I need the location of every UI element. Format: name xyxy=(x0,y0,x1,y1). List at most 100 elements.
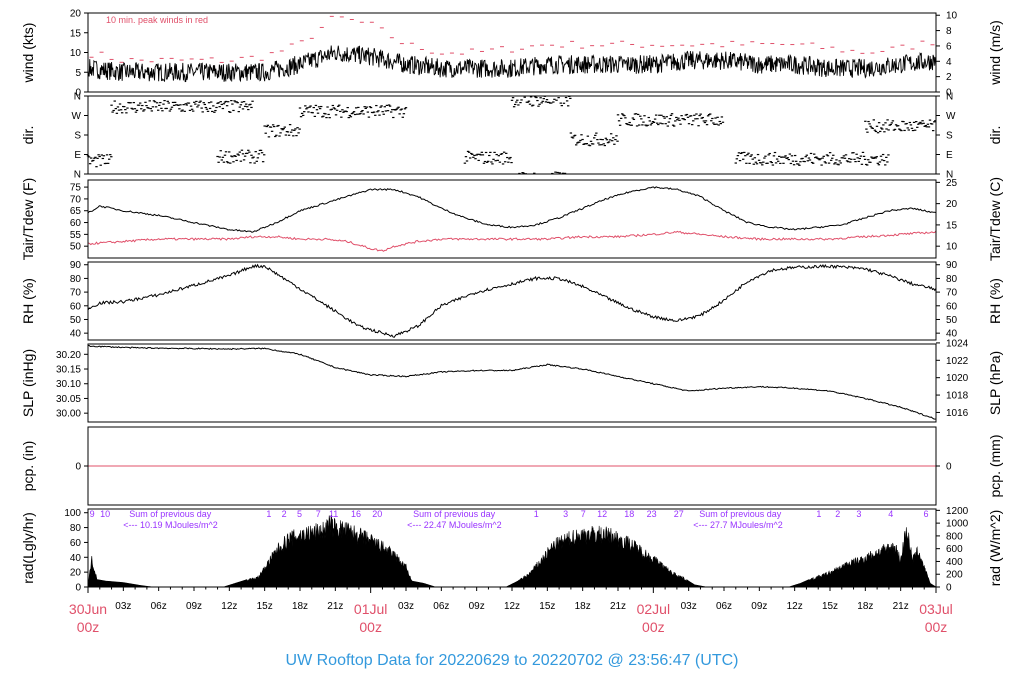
ytick-label-right: 400 xyxy=(946,557,963,568)
ytick-label-left: 55 xyxy=(70,230,82,241)
ytick-label-right: 60 xyxy=(946,301,958,312)
ytick-label-left: 70 xyxy=(70,194,82,205)
ytick-label-right: 8 xyxy=(946,26,952,37)
xtick-label: 15z xyxy=(539,601,555,612)
ytick-label-right: 1018 xyxy=(946,391,969,402)
ytick-label-right: S xyxy=(946,131,953,142)
sum-title: Sum of previous day xyxy=(413,509,496,519)
sum-value: <--- 22.47 MJoules/m^2 xyxy=(407,520,502,530)
ytick-label-left: 30.20 xyxy=(56,350,81,361)
sum-title: Sum of previous day xyxy=(699,509,782,519)
xtick-label: 03z xyxy=(115,601,131,612)
ytick-label-right: 50 xyxy=(946,315,958,326)
xtick-label: 18z xyxy=(857,601,873,612)
ylabel-right-0: wind (m/s) xyxy=(987,20,1003,86)
day-time-label: 00z xyxy=(642,619,665,635)
ytick-label-right: 40 xyxy=(946,329,958,340)
hourly-count-label: 3 xyxy=(856,509,861,519)
ytick-label-right: 0 xyxy=(946,583,952,594)
xtick-label: 15z xyxy=(822,601,838,612)
hourly-count-label: 10 xyxy=(100,509,110,519)
ytick-label-left: 100 xyxy=(64,508,81,519)
ytick-label-left: N xyxy=(74,92,81,103)
ylabel-right-5: pcp. (mm) xyxy=(987,435,1003,498)
xtick-label: 15z xyxy=(257,601,273,612)
hourly-count-label: 5 xyxy=(297,509,302,519)
xtick-label: 09z xyxy=(751,601,767,612)
hourly-count-label: 20 xyxy=(372,509,382,519)
ytick-label-left: 60 xyxy=(70,218,82,229)
ylabel-left-0: wind (kts) xyxy=(20,23,36,84)
xtick-label: 12z xyxy=(504,601,520,612)
wind-direction-points xyxy=(86,95,937,175)
ytick-label-right: 15 xyxy=(946,220,958,231)
xtick-label: 12z xyxy=(787,601,803,612)
ytick-label-left: E xyxy=(74,150,81,161)
ytick-label-left: 60 xyxy=(70,301,82,312)
day-date-label: 02Jul xyxy=(637,601,670,617)
day-time-label: 00z xyxy=(925,619,948,635)
ytick-label-left: 10 xyxy=(70,48,82,59)
ytick-label-left: N xyxy=(74,170,81,181)
ylabel-right-3: RH (%) xyxy=(987,278,1003,324)
ytick-label-right: E xyxy=(946,150,953,161)
footer-title: UW Rooftop Data for 20220629 to 20220702… xyxy=(286,652,739,669)
sum-title: Sum of previous day xyxy=(129,509,212,519)
ytick-label-right: W xyxy=(946,111,956,122)
xtick-label: 06z xyxy=(716,601,732,612)
hourly-count-label: 16 xyxy=(351,509,361,519)
hourly-count-label: 7 xyxy=(581,509,586,519)
xtick-label: 09z xyxy=(186,601,202,612)
slp-line xyxy=(87,345,937,420)
ylabel-left-6: rad(Lgly/hr) xyxy=(20,512,36,584)
xtick-label: 06z xyxy=(151,601,167,612)
air-temp-line xyxy=(87,186,937,233)
ytick-label-right: 1020 xyxy=(946,373,969,384)
ylabel-left-3: RH (%) xyxy=(20,278,36,324)
ytick-label-left: 20 xyxy=(70,9,82,20)
ylabel-right-2: Tair/Tdew (C) xyxy=(987,177,1003,261)
day-date-label: 03Jul xyxy=(919,601,952,617)
sum-value: <--- 10.19 MJoules/m^2 xyxy=(123,520,218,530)
hourly-count-label: 2 xyxy=(282,509,287,519)
ytick-label-right: 20 xyxy=(946,199,958,210)
hourly-count-label: 3 xyxy=(563,509,568,519)
panel-frame-2 xyxy=(87,179,937,259)
ylabel-right-1: dir. xyxy=(987,126,1003,145)
hourly-count-label: 11 xyxy=(329,509,338,519)
hourly-count-label: 1 xyxy=(266,509,271,519)
ytick-label-left: 70 xyxy=(70,288,82,299)
ytick-label-left: 0 xyxy=(75,583,81,594)
ylabel-right-6: rad (W/m^2) xyxy=(987,510,1003,587)
ytick-label-left: 65 xyxy=(70,206,82,217)
xtick-label: 12z xyxy=(221,601,237,612)
day-date-label: 01Jul xyxy=(354,601,387,617)
ytick-label-right: N xyxy=(946,170,953,181)
xtick-label: 03z xyxy=(398,601,414,612)
panel-frame-4 xyxy=(87,343,937,423)
hourly-count-label: 9 xyxy=(90,509,95,519)
ytick-label-right: 1024 xyxy=(946,338,969,349)
ytick-label-right: 10 xyxy=(946,242,958,253)
ytick-label-left: 30.15 xyxy=(56,365,81,376)
ytick-label-left: 60 xyxy=(70,538,82,549)
xtick-label: 18z xyxy=(292,601,308,612)
ytick-label-right: 0 xyxy=(946,88,952,99)
panel-frame-3 xyxy=(87,261,937,341)
ytick-label-right: 80 xyxy=(946,274,958,285)
ytick-label-right: 600 xyxy=(946,544,963,555)
ytick-label-right: 4 xyxy=(946,57,952,68)
ylabel-left-2: Tair/Tdew (F) xyxy=(20,178,36,260)
wind-peaks-group xyxy=(89,15,935,63)
ytick-label-left: 40 xyxy=(70,329,82,340)
ytick-label-left: 40 xyxy=(70,553,82,564)
ylabel-left-5: pcp. (in) xyxy=(20,441,36,492)
ytick-label-left: 50 xyxy=(70,242,82,253)
ytick-label-right: 25 xyxy=(946,178,958,189)
ytick-label-right: N xyxy=(946,92,953,103)
sum-value: <--- 27.7 MJoules/m^2 xyxy=(693,520,783,530)
xtick-label: 18z xyxy=(575,601,591,612)
radiation-area xyxy=(87,515,938,588)
hourly-count-label: 1 xyxy=(816,509,821,519)
